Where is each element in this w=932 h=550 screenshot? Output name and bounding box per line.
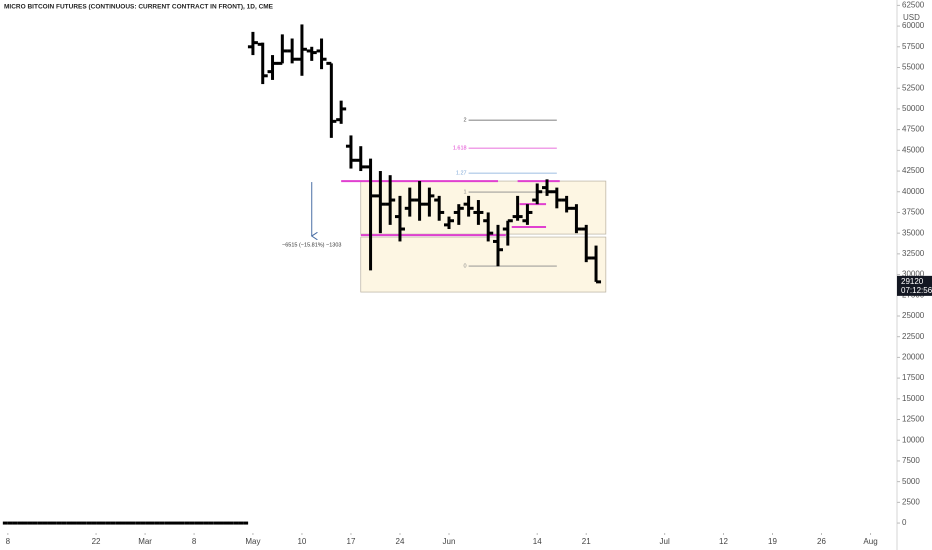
y-tick-label: 62500 bbox=[902, 0, 925, 9]
y-tick-label: 2500 bbox=[902, 497, 920, 506]
x-tick-label: Jul bbox=[660, 537, 670, 546]
x-tick-label: 22 bbox=[92, 537, 101, 546]
x-tick-label: 19 bbox=[768, 537, 777, 546]
y-tick-label: 0 bbox=[902, 518, 907, 527]
y-tick-label: 35000 bbox=[902, 228, 925, 237]
x-tick-label: 8 bbox=[6, 537, 11, 546]
last-price-box bbox=[897, 275, 932, 296]
y-tick-label: 42500 bbox=[902, 166, 925, 175]
y-tick-label: 37500 bbox=[902, 208, 925, 217]
measure-label: −6515 (−15.81%) −1303 bbox=[282, 243, 341, 249]
y-tick-label: 10000 bbox=[902, 435, 925, 444]
plot-area: 2 1.618 1.27 1 0 −6515 (−15.81%) −1303 bbox=[2, 24, 607, 525]
fib-level-label: 1.27 bbox=[456, 171, 467, 177]
x-tick-label: 12 bbox=[719, 537, 728, 546]
y-tick-label: 17500 bbox=[902, 373, 925, 382]
y-tick-label: 52500 bbox=[902, 83, 925, 92]
chart-title: MICRO BITCOIN FUTURES (CONTINUOUS: CURRE… bbox=[4, 4, 274, 11]
x-tick-label: Jun bbox=[443, 537, 456, 546]
x-tick-label: Mar bbox=[138, 537, 152, 546]
fib-level-label: 1 bbox=[464, 190, 467, 196]
y-tick-label: 5000 bbox=[902, 477, 920, 486]
y-tick-label: 40000 bbox=[902, 187, 925, 196]
y-tick-label: 55000 bbox=[902, 63, 925, 72]
y-tick-label: 50000 bbox=[902, 104, 925, 113]
currency-label: USD bbox=[903, 13, 920, 22]
y-tick-label: 57500 bbox=[902, 42, 925, 51]
x-tick-label: 26 bbox=[817, 537, 826, 546]
y-tick-label: 47500 bbox=[902, 125, 925, 134]
y-tick-label: 30000 bbox=[902, 270, 925, 279]
fib-level-label: 1.618 bbox=[453, 146, 467, 152]
y-tick-label: 60000 bbox=[902, 21, 925, 30]
x-tick-label: 8 bbox=[192, 537, 197, 546]
x-tick-label: 21 bbox=[582, 537, 591, 546]
range-box bbox=[360, 236, 607, 293]
x-tick-label: 10 bbox=[297, 537, 306, 546]
countdown-label: 07:12:56 bbox=[901, 286, 932, 295]
last-price-label: 29120 bbox=[901, 277, 924, 286]
y-tick-label: 25000 bbox=[902, 311, 925, 320]
fib-level-label: 0 bbox=[464, 263, 467, 269]
y-tick-label: 22500 bbox=[902, 332, 925, 341]
x-tick-label: 14 bbox=[533, 537, 542, 546]
y-tick-label: 45000 bbox=[902, 145, 925, 154]
x-tick-label: Aug bbox=[863, 537, 877, 546]
x-tick-label: May bbox=[245, 537, 260, 546]
x-tick-label: 17 bbox=[347, 537, 356, 546]
y-tick-label: 32500 bbox=[902, 249, 925, 258]
y-tick-label: 15000 bbox=[902, 394, 925, 403]
y-tick-label: 12500 bbox=[902, 415, 925, 424]
y-tick-label: 20000 bbox=[902, 353, 925, 362]
range-box bbox=[360, 180, 607, 235]
fib-level-label: 2 bbox=[464, 118, 467, 124]
x-tick-label: 24 bbox=[396, 537, 405, 546]
y-tick-label: 7500 bbox=[902, 456, 920, 465]
